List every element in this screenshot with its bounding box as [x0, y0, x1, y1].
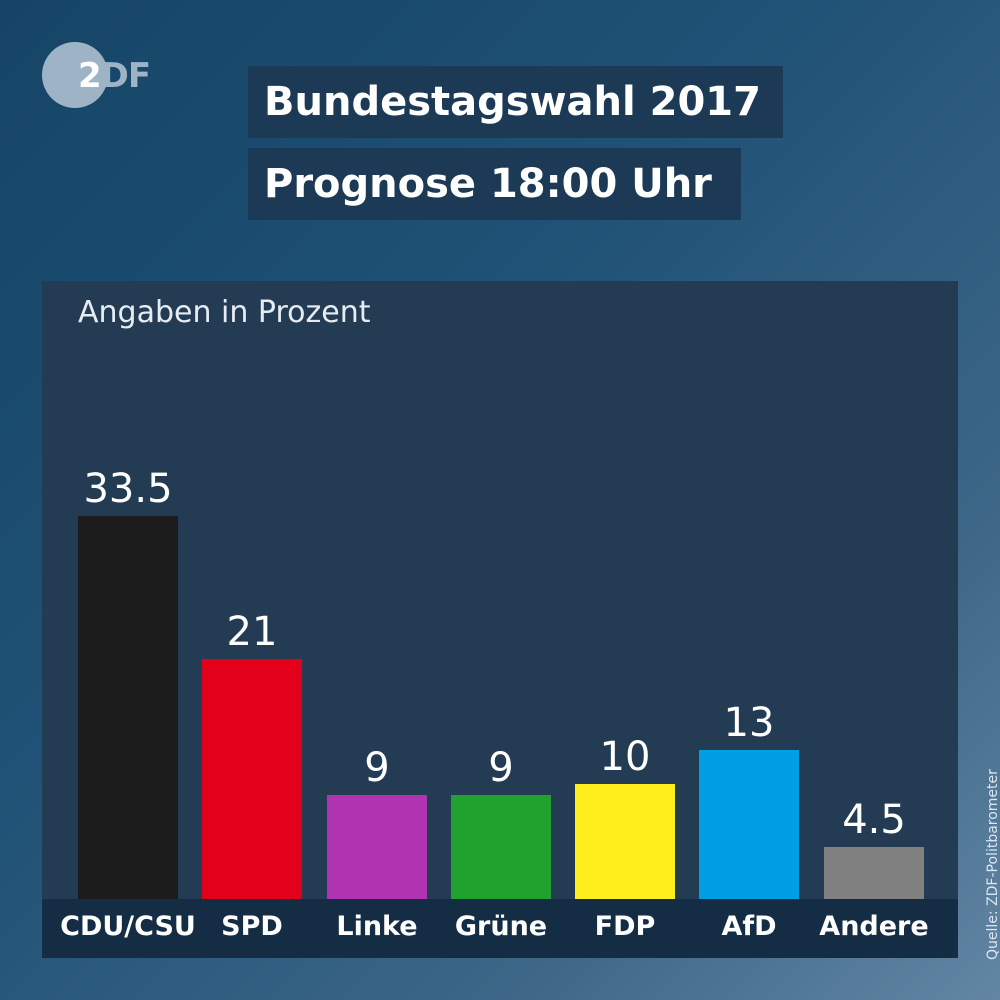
value-label: 9 [488, 745, 514, 792]
bar-5 [699, 749, 799, 899]
value-label: 4.5 [842, 796, 906, 843]
unit-label: Angaben in Prozent [78, 295, 371, 330]
category-label: CDU/CSU [60, 911, 196, 942]
category-label: SPD [221, 911, 283, 942]
value-label: 10 [599, 734, 651, 780]
zdf-logo: 2DF [78, 56, 151, 96]
bar-4 [575, 784, 675, 899]
value-label: 13 [723, 699, 775, 746]
category-label: FDP [594, 911, 656, 942]
zdf-logo-circle [42, 42, 108, 108]
category-label: Linke [336, 911, 418, 942]
chart-panel: Angaben in Prozent 33.5 CDU/CSU 21 SPD 9 Link… [42, 281, 958, 958]
bar-1 [202, 658, 302, 899]
category-band [42, 899, 958, 958]
bar-3 [451, 795, 551, 899]
bar-0 [78, 516, 178, 899]
category-label: Grüne [454, 911, 548, 942]
value-label: 33.5 [83, 466, 173, 513]
bar-6 [824, 846, 924, 899]
category-label: Andere [819, 911, 929, 942]
chart-subtitle: Prognose 18:00 Uhr [248, 148, 741, 220]
category-label: AfD [721, 911, 777, 942]
chart-title: Bundestagswahl 2017 [248, 66, 783, 138]
value-label: 21 [226, 608, 278, 655]
source-note: Quelle: ZDF-Politbarometer [985, 769, 1000, 960]
bar-2 [327, 795, 427, 899]
value-label: 9 [364, 745, 390, 792]
